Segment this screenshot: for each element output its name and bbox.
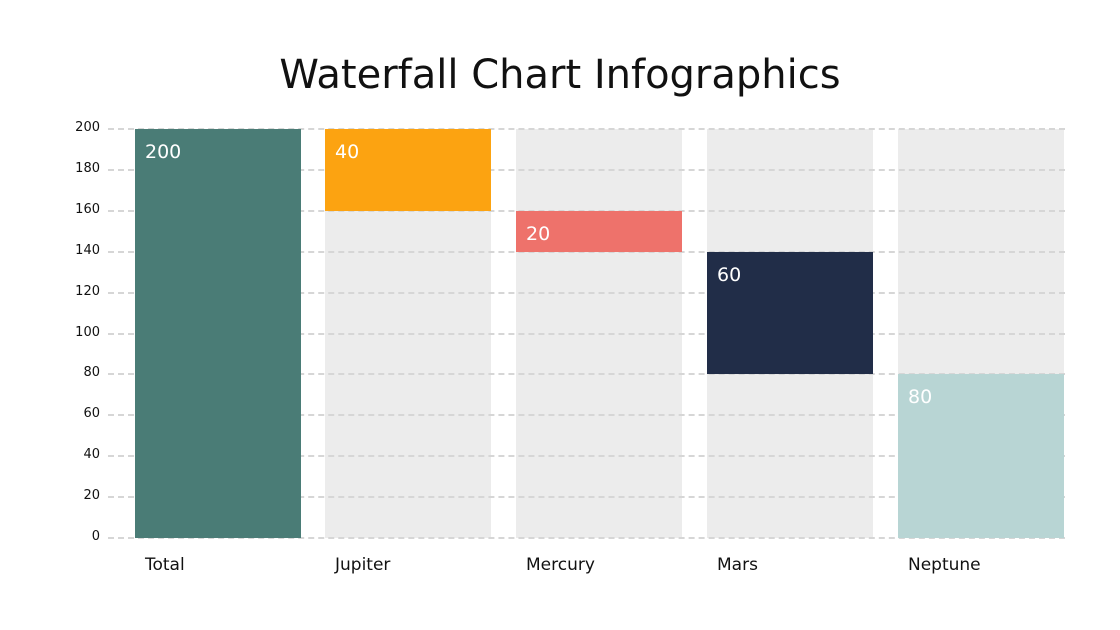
- y-tick-label: 40: [83, 447, 100, 463]
- bar-value-label: 40: [335, 141, 360, 163]
- y-tick-label: 20: [83, 488, 100, 504]
- bar-value-label: 20: [526, 222, 551, 245]
- x-category-label: Mars: [717, 555, 758, 575]
- gridline: [108, 373, 1065, 376]
- chart-title: Waterfall Chart Infographics: [279, 52, 841, 98]
- gridline: [108, 414, 1065, 417]
- y-tick-label: 100: [75, 324, 100, 340]
- y-tick-label: 120: [75, 283, 100, 299]
- bar-value-label: 80: [908, 386, 933, 409]
- bar-total: [135, 129, 301, 538]
- gridline: [108, 250, 1065, 253]
- gridline: [108, 537, 1065, 539]
- bar-value-label: 200: [145, 141, 182, 163]
- bar-mars: [707, 251, 873, 375]
- x-category-label: Jupiter: [335, 555, 391, 575]
- bar-jupiter: [325, 129, 491, 211]
- bar-neptune: [898, 374, 1064, 538]
- y-tick-label: 80: [83, 365, 100, 381]
- gridline: [108, 168, 1065, 171]
- gridline: [108, 332, 1065, 335]
- gridline: [108, 291, 1065, 294]
- x-category-label: Neptune: [908, 555, 981, 575]
- y-tick-label: 180: [75, 160, 100, 176]
- gridline: [108, 128, 1065, 130]
- y-tick-label: 0: [91, 529, 100, 544]
- x-category-label: Mercury: [526, 555, 595, 575]
- x-category-label: Total: [145, 555, 185, 575]
- y-tick-label: 60: [83, 406, 100, 422]
- y-tick-label: 140: [75, 242, 100, 258]
- bar-mercury: [516, 210, 682, 252]
- y-tick-label: 160: [75, 201, 100, 217]
- gridline: [108, 496, 1065, 499]
- gridline: [108, 455, 1065, 458]
- y-tick-label: 200: [75, 120, 100, 135]
- bar-value-label: 60: [717, 263, 742, 286]
